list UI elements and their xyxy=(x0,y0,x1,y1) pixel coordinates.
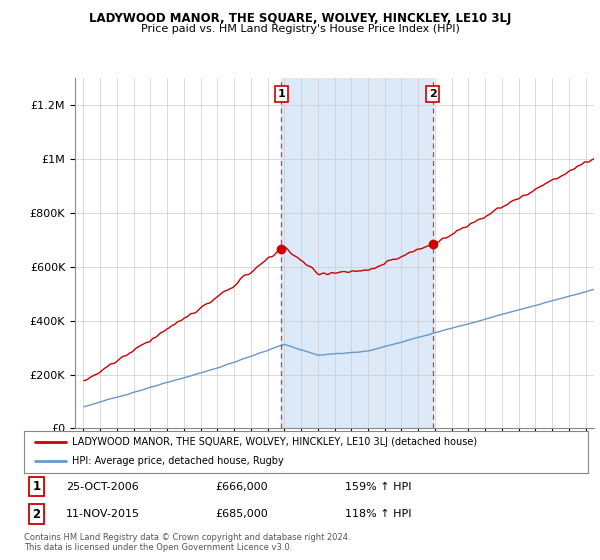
Text: Contains HM Land Registry data © Crown copyright and database right 2024.: Contains HM Land Registry data © Crown c… xyxy=(24,533,350,542)
Text: LADYWOOD MANOR, THE SQUARE, WOLVEY, HINCKLEY, LE10 3LJ (detached house): LADYWOOD MANOR, THE SQUARE, WOLVEY, HINC… xyxy=(72,437,477,447)
Text: LADYWOOD MANOR, THE SQUARE, WOLVEY, HINCKLEY, LE10 3LJ: LADYWOOD MANOR, THE SQUARE, WOLVEY, HINC… xyxy=(89,12,511,25)
Text: £666,000: £666,000 xyxy=(216,482,268,492)
Text: 1: 1 xyxy=(277,89,285,99)
Text: 25-OCT-2006: 25-OCT-2006 xyxy=(66,482,139,492)
Text: 11-NOV-2015: 11-NOV-2015 xyxy=(66,509,140,519)
Text: 118% ↑ HPI: 118% ↑ HPI xyxy=(346,509,412,519)
Text: 2: 2 xyxy=(32,508,41,521)
Text: 1: 1 xyxy=(32,480,41,493)
Text: 2: 2 xyxy=(429,89,437,99)
Text: Price paid vs. HM Land Registry's House Price Index (HPI): Price paid vs. HM Land Registry's House … xyxy=(140,24,460,34)
Text: £685,000: £685,000 xyxy=(216,509,269,519)
Text: This data is licensed under the Open Government Licence v3.0.: This data is licensed under the Open Gov… xyxy=(24,543,292,552)
Bar xyxy=(281,78,433,428)
Text: HPI: Average price, detached house, Rugby: HPI: Average price, detached house, Rugb… xyxy=(72,456,284,466)
Text: 159% ↑ HPI: 159% ↑ HPI xyxy=(346,482,412,492)
